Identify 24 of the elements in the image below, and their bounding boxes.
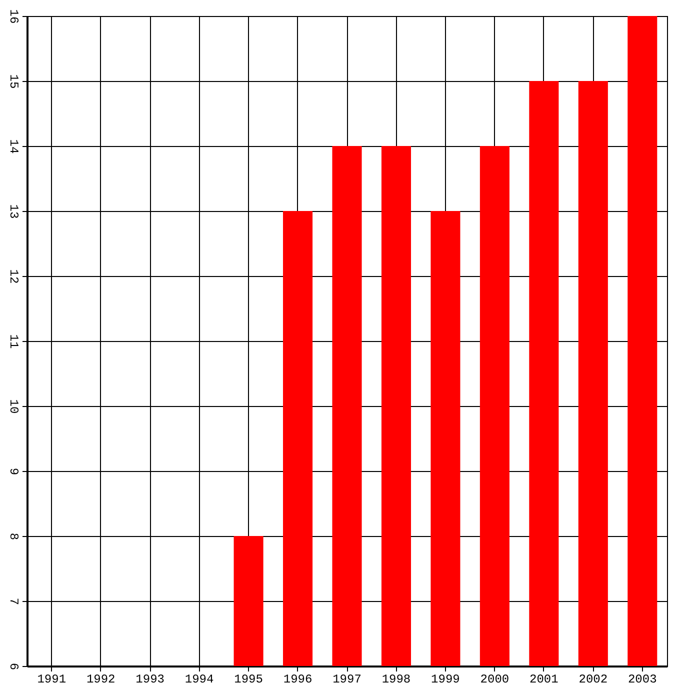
y-tick-label: 16: [6, 9, 20, 24]
x-tick-label: 1994: [184, 672, 214, 686]
y-tick-label: 9: [6, 468, 20, 476]
x-tick-label: 1999: [431, 672, 460, 686]
y-tick-label: 15: [6, 74, 20, 89]
y-tick-label: 8: [6, 532, 20, 540]
x-tick-label: 1996: [283, 672, 312, 686]
x-tick-label: 1992: [86, 672, 116, 686]
y-tick-label: 13: [6, 204, 20, 219]
x-tick-label: 2001: [530, 672, 558, 686]
x-tick-label: 1991: [37, 672, 66, 686]
y-tick-label: 12: [6, 269, 20, 284]
y-tick-label: 7: [6, 598, 20, 606]
x-tick-label: 1997: [332, 672, 362, 686]
x-tick-label: 2003: [628, 672, 657, 686]
y-tick-label: 10: [6, 399, 20, 414]
x-tick-label: 2002: [578, 672, 608, 686]
y-tick-label: 14: [6, 139, 20, 154]
y-tick-label: 11: [6, 334, 20, 349]
x-tick-label: 1998: [382, 672, 411, 686]
y-tick-label: 6: [6, 662, 20, 670]
x-tick-label: 1993: [136, 672, 164, 686]
x-tick-label: 1995: [234, 672, 263, 686]
x-tick-label: 2000: [480, 672, 510, 686]
